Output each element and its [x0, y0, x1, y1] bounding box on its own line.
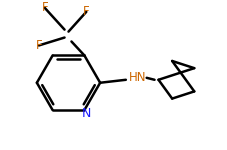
Text: F: F [83, 5, 90, 18]
Text: F: F [35, 39, 42, 52]
Text: N: N [82, 107, 91, 120]
Text: HN: HN [129, 71, 146, 84]
Text: F: F [42, 1, 48, 14]
